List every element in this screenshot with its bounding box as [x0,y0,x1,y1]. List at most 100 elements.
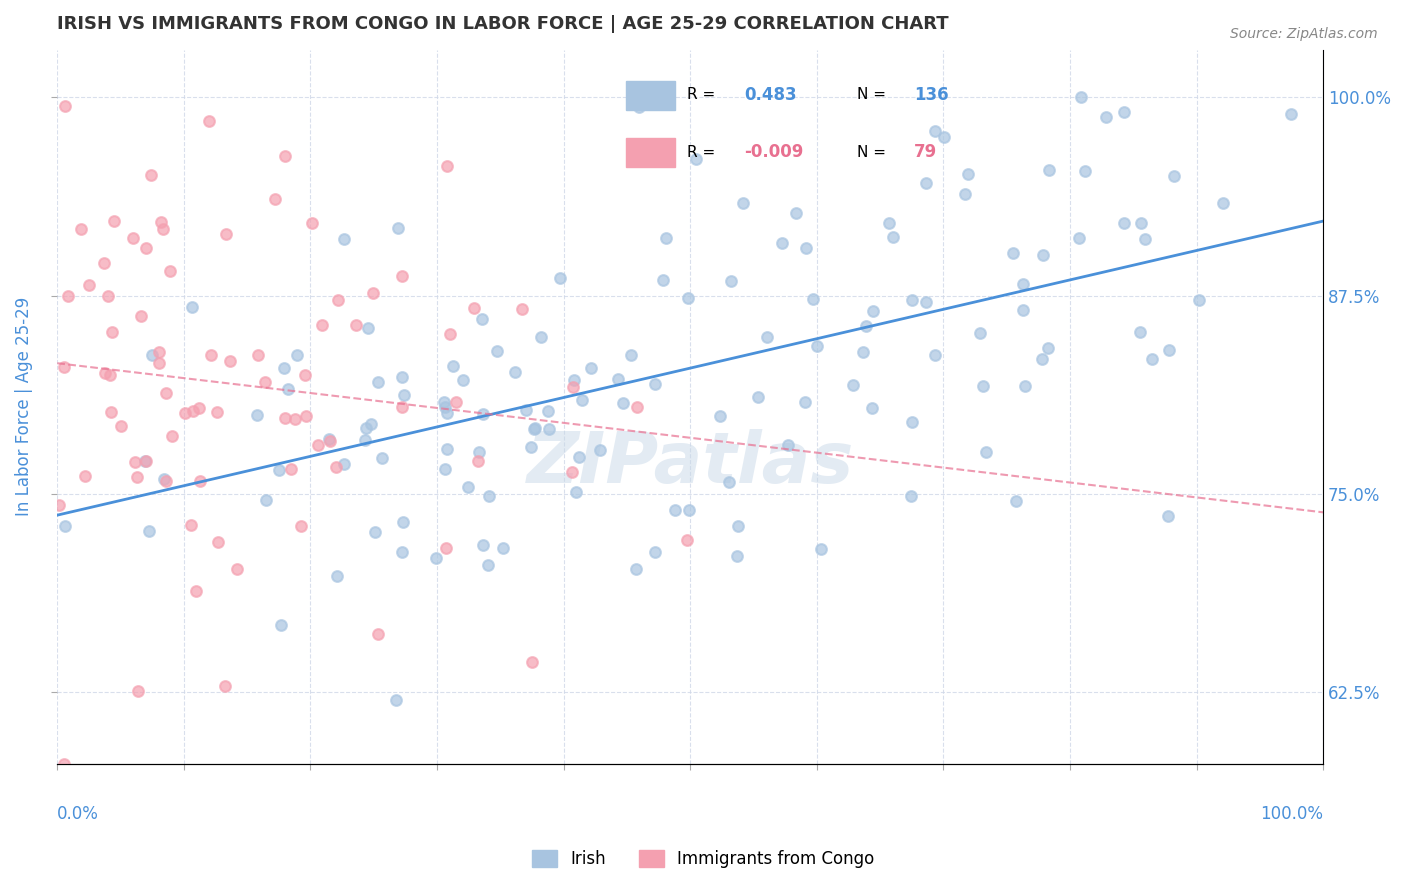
Point [311,318,333,333]
Point [207,405,229,419]
Point [48,499,70,513]
Point [53,519,76,533]
Point [1005,494,1028,508]
Point [215,227,238,241]
Point [1031,352,1053,367]
Point [720,274,742,288]
Point [627,100,650,114]
Point [747,390,769,404]
Point [1073,164,1095,178]
Point [444,394,467,409]
Point [284,411,307,425]
Point [717,475,740,490]
Point [246,348,269,362]
Point [901,293,924,308]
Point [1012,277,1035,291]
Point [620,348,643,362]
Text: ZIPatlas: ZIPatlas [526,429,853,499]
Point [561,465,583,479]
Point [1094,110,1116,124]
Point [882,229,904,244]
Point [344,318,367,333]
Point [53,99,76,113]
Point [914,176,936,190]
Point [471,407,494,421]
Point [135,241,157,255]
Point [277,382,299,396]
Point [709,409,731,423]
Point [301,216,323,230]
Point [1133,232,1156,246]
Point [135,454,157,468]
Point [1279,107,1302,121]
Point [439,326,461,341]
Point [121,231,143,245]
Point [655,231,678,245]
Point [434,400,457,414]
Point [385,693,408,707]
Point [353,433,375,447]
Point [124,455,146,469]
Point [333,458,356,472]
Point [877,216,900,230]
Point [755,330,778,344]
Point [149,215,172,229]
Point [1112,216,1135,230]
Point [770,235,793,250]
Point [290,519,312,533]
Point [155,474,177,488]
Point [1032,248,1054,262]
Point [391,401,413,415]
Point [842,378,865,392]
Point [685,152,707,166]
Text: 0.0%: 0.0% [58,805,100,823]
Point [214,679,236,693]
Point [924,124,946,138]
Point [934,129,956,144]
Point [855,318,877,333]
Point [357,320,380,334]
Point [562,380,585,394]
Point [270,617,292,632]
Point [579,361,602,376]
Point [562,373,585,387]
Point [134,454,156,468]
Point [1212,196,1234,211]
Point [226,562,249,576]
Point [267,463,290,477]
Point [280,461,302,475]
Point [274,411,297,425]
Point [924,348,946,362]
Point [246,408,269,422]
Point [467,454,489,468]
Point [969,326,991,341]
Point [333,232,356,246]
Point [75,469,97,483]
Point [900,415,922,429]
Point [471,538,494,552]
Point [503,365,526,379]
Point [79,278,101,293]
Point [1038,341,1060,355]
Legend: Irish, Immigrants from Congo: Irish, Immigrants from Congo [524,843,882,875]
Point [101,325,124,339]
Point [53,756,76,771]
Point [188,474,211,488]
Text: 100.0%: 100.0% [1260,805,1323,823]
Point [644,377,666,392]
Point [141,168,163,182]
Point [1014,379,1036,393]
Point [361,285,384,300]
Point [478,489,501,503]
Point [274,149,297,163]
Point [152,472,174,486]
Point [515,403,537,417]
Point [273,360,295,375]
Point [471,312,494,326]
Point [425,551,447,566]
Point [200,348,222,362]
Point [794,394,817,409]
Point [152,222,174,236]
Point [463,301,485,315]
Point [486,344,509,359]
